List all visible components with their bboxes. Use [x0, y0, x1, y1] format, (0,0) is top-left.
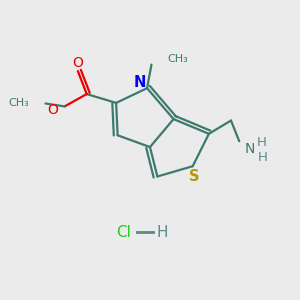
Text: CH₃: CH₃	[168, 54, 188, 64]
Text: S: S	[189, 169, 200, 184]
Text: Cl: Cl	[116, 225, 131, 240]
Text: CH₃: CH₃	[8, 98, 29, 109]
Text: N: N	[134, 75, 146, 90]
Text: O: O	[47, 103, 58, 117]
Text: N: N	[244, 142, 255, 156]
Text: H: H	[156, 225, 167, 240]
Text: H: H	[257, 151, 267, 164]
Text: O: O	[72, 56, 83, 70]
Text: H: H	[257, 136, 267, 149]
